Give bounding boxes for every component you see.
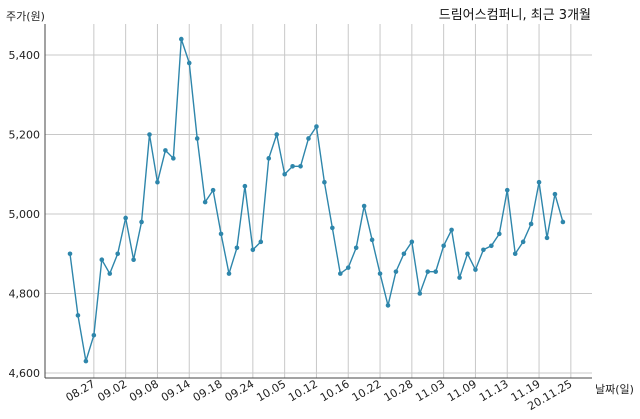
x-tick-label: 10.12	[286, 377, 320, 404]
data-point	[83, 358, 89, 364]
data-point	[99, 257, 105, 263]
y-axis-label: 주가(원)	[6, 10, 45, 23]
data-point	[552, 191, 558, 197]
data-point	[306, 136, 311, 141]
data-point	[353, 245, 359, 251]
data-point	[298, 164, 303, 169]
data-point	[345, 265, 351, 270]
x-tick-label: 11.03	[413, 377, 447, 404]
x-tick-label: 10.22	[350, 377, 384, 404]
data-point	[242, 183, 248, 189]
data-point	[465, 251, 470, 257]
data-point	[338, 271, 343, 276]
data-point	[226, 271, 232, 276]
data-point	[282, 171, 287, 177]
data-point	[258, 239, 264, 245]
data-point	[512, 251, 518, 257]
data-point	[393, 269, 399, 274]
data-point	[409, 239, 415, 245]
data-point	[274, 132, 280, 137]
data-point	[266, 156, 272, 161]
data-point	[147, 132, 152, 137]
x-tick-label: 09.02	[95, 377, 129, 404]
x-tick-label: 09.08	[127, 377, 161, 404]
data-point	[67, 251, 73, 257]
data-point	[171, 156, 176, 161]
data-point	[330, 225, 335, 231]
data-point	[425, 269, 431, 274]
data-point	[186, 60, 192, 66]
y-tick-label: 5,200	[9, 129, 41, 142]
data-point	[155, 179, 160, 185]
x-tick-label: 09.14	[159, 377, 193, 404]
data-point	[163, 148, 168, 153]
grid-layer	[45, 24, 592, 378]
data-point	[441, 243, 446, 249]
x-tick-label: 08.27	[64, 377, 98, 404]
data-point	[401, 251, 407, 257]
data-point	[322, 179, 327, 185]
data-point	[361, 203, 367, 209]
x-tick-label: 09.24	[223, 377, 257, 404]
chart-title: 드림어스컴퍼니, 최근 3개월	[439, 8, 591, 23]
data-point	[536, 179, 542, 185]
data-point	[504, 187, 510, 193]
data-point	[528, 221, 534, 227]
data-point	[250, 247, 256, 253]
data-point	[560, 219, 566, 225]
data-point	[417, 291, 423, 296]
axis-layer	[44, 24, 592, 379]
x-tick-label: 10.16	[318, 377, 352, 404]
data-point	[115, 251, 120, 257]
data-point	[131, 257, 136, 263]
data-point	[449, 227, 454, 233]
x-axis-label: 날짜(일)	[595, 382, 634, 396]
data-point	[194, 136, 200, 141]
data-point	[210, 187, 216, 193]
data-point	[377, 271, 383, 276]
data-point	[497, 231, 502, 237]
y-tick-label: 4,600	[9, 367, 41, 380]
data-point	[290, 164, 295, 169]
data-point	[202, 199, 208, 205]
series-layer	[67, 36, 566, 364]
x-tick-label: 09.18	[191, 377, 225, 404]
x-tick-label: 11.13	[477, 377, 511, 404]
data-point	[473, 267, 478, 272]
data-point	[139, 219, 144, 225]
y-tick-label: 5,000	[9, 208, 41, 221]
x-tick-label: 10.05	[254, 377, 288, 404]
data-point	[107, 271, 113, 276]
data-point	[369, 237, 375, 243]
data-point	[489, 243, 494, 249]
data-point	[457, 275, 462, 280]
data-point	[179, 36, 184, 42]
x-tick-label: 10.28	[382, 377, 416, 404]
data-point	[234, 245, 240, 251]
y-tick-label: 4,800	[9, 288, 41, 301]
data-point	[481, 247, 486, 253]
data-point	[433, 269, 439, 274]
data-point	[544, 235, 550, 241]
data-point	[91, 332, 97, 338]
data-point	[218, 231, 224, 237]
y-tick-label: 5,400	[9, 49, 41, 62]
data-point	[385, 303, 391, 308]
data-point	[123, 215, 128, 221]
data-point	[75, 313, 81, 318]
data-point	[314, 124, 319, 129]
data-point	[520, 239, 526, 245]
x-tick-label: 11.09	[445, 377, 479, 404]
